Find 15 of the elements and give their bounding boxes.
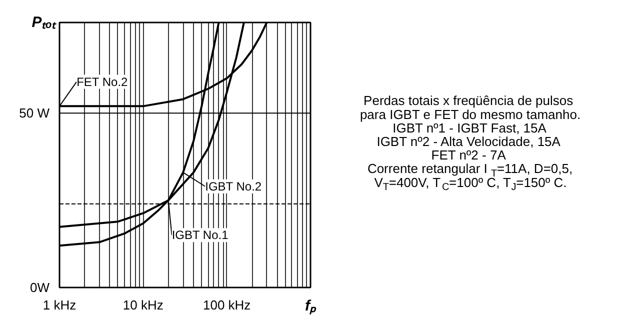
x-tick-label: 10 kHz <box>122 298 164 312</box>
text: IGBT nº2 - Alta Velocidade, 15A <box>376 134 561 149</box>
legend-label: IGBT No.2 <box>205 179 262 194</box>
x-tick-label: 1 kHz <box>42 298 76 312</box>
text: para IGBT e FET do mesmo tamanho. <box>360 106 581 122</box>
x-axis-title: fₚ <box>305 298 317 314</box>
y-axis-title: Pₜₒₜ <box>32 14 58 31</box>
y-tick-label: 0W <box>30 280 50 295</box>
text: IGBT nº1 - IGBT Fast, 15A <box>392 120 547 136</box>
y-tick-label: 50 W <box>19 106 50 121</box>
text: FET nº2 - 7A <box>431 148 506 163</box>
series-label: FET No.2 <box>76 74 128 89</box>
text: IGBT No.1 <box>172 228 229 242</box>
text: Perdas totais x freqüência de pulsos <box>364 93 574 108</box>
x-tick-label: 100 kHz <box>202 298 251 312</box>
